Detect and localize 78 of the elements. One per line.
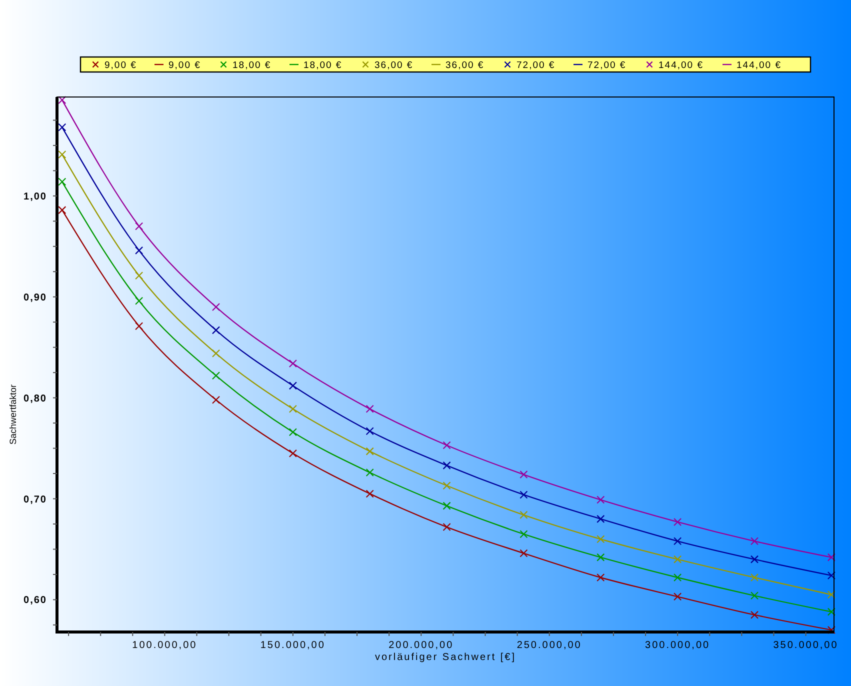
- point: [596, 514, 605, 523]
- point: [58, 178, 66, 186]
- point: [212, 349, 220, 358]
- point: [674, 555, 682, 564]
- point: [750, 592, 759, 600]
- legend-label: 72,00 €: [588, 60, 626, 71]
- point: [674, 537, 682, 546]
- point: [442, 522, 451, 532]
- legend-label: 36,00 €: [446, 60, 484, 71]
- legend-label: 144,00 €: [736, 60, 782, 71]
- legend-label: 72,00 €: [516, 60, 556, 71]
- point: [596, 535, 605, 544]
- point: [58, 123, 66, 132]
- x-tick-label: 150.000,00: [260, 640, 326, 651]
- point: [135, 222, 144, 230]
- y-tick-label: 0,80: [24, 393, 47, 404]
- x-tick-label: 350.000,00: [773, 640, 838, 651]
- x-tick-label: 200.000,00: [388, 640, 454, 651]
- point: [442, 441, 451, 450]
- point: [58, 96, 66, 104]
- legend-label: 9,00 €: [168, 60, 201, 71]
- x-axis-title: vorläufiger Sachwert [€]: [374, 652, 516, 663]
- point: [520, 549, 528, 558]
- point: [442, 482, 451, 490]
- x-tick-label: 300.000,00: [645, 640, 710, 651]
- point: [288, 359, 297, 368]
- legend-label: 144,00 €: [658, 60, 704, 71]
- point: [212, 302, 220, 312]
- point: [135, 272, 144, 280]
- point: [366, 447, 374, 456]
- point: [366, 404, 374, 413]
- point: [750, 555, 759, 564]
- x-tick-label: 100.000,00: [132, 640, 198, 651]
- point: [442, 461, 451, 470]
- legend-label: 36,00 €: [374, 60, 414, 71]
- point: [674, 518, 682, 526]
- point: [288, 449, 297, 458]
- point: [135, 322, 144, 330]
- point: [520, 530, 528, 538]
- point: [212, 396, 220, 404]
- point: [827, 626, 836, 634]
- point: [135, 296, 144, 305]
- point: [596, 496, 605, 504]
- point: [135, 246, 144, 254]
- point: [366, 427, 374, 436]
- point: [827, 590, 836, 599]
- point: [58, 150, 66, 159]
- x-tick-label: 250.000,00: [516, 640, 582, 651]
- point: [750, 573, 759, 582]
- point: [58, 206, 66, 214]
- point: [520, 510, 528, 519]
- point: [674, 592, 682, 601]
- point: [520, 470, 528, 479]
- point: [827, 553, 836, 562]
- point: [288, 428, 297, 436]
- point: [596, 573, 605, 582]
- point: [366, 468, 374, 477]
- point: [827, 608, 836, 616]
- y-tick-label: 0,90: [24, 292, 47, 304]
- point: [750, 537, 759, 546]
- point: [596, 553, 605, 562]
- y-axis-title: Sachwertfaktor: [8, 384, 18, 445]
- legend-label: 18,00 €: [304, 60, 342, 71]
- point: [520, 490, 528, 499]
- y-tick-label: 0,70: [24, 494, 47, 506]
- point: [288, 404, 297, 413]
- point: [366, 490, 374, 498]
- point: [750, 610, 759, 619]
- point: [674, 573, 682, 582]
- point: [212, 372, 220, 380]
- point: [212, 326, 220, 334]
- legend-label: 9,00 €: [104, 60, 137, 71]
- y-tick-label: 0,60: [24, 595, 47, 606]
- point: [288, 382, 297, 390]
- point: [442, 502, 451, 510]
- y-tick-label: 1,00: [24, 191, 47, 202]
- point: [827, 571, 836, 580]
- legend-label: 18,00 €: [232, 60, 272, 71]
